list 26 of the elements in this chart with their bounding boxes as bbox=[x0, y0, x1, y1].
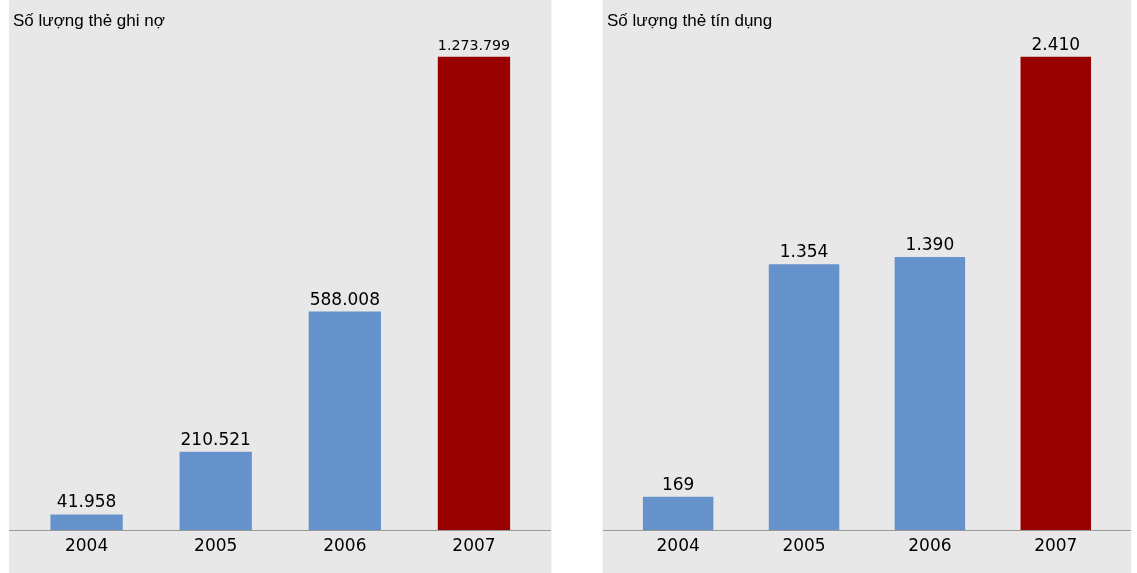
data-label: 169 bbox=[661, 473, 695, 494]
data-label: 588.008 bbox=[309, 288, 380, 309]
bar bbox=[50, 514, 123, 531]
data-label: 41.958 bbox=[56, 491, 117, 512]
bar bbox=[768, 264, 840, 531]
chart-title: Số lượng thẻ tín dụng bbox=[607, 11, 773, 30]
data-label: 1.390 bbox=[905, 234, 955, 255]
x-tick-label: 2004 bbox=[656, 535, 700, 556]
bar bbox=[308, 311, 381, 531]
x-tick-label: 2006 bbox=[323, 535, 367, 556]
bar bbox=[894, 257, 966, 531]
data-label: 2.410 bbox=[1031, 33, 1081, 54]
bar bbox=[179, 451, 252, 531]
x-tick-label: 2007 bbox=[452, 535, 496, 556]
data-label: 1.354 bbox=[779, 241, 829, 262]
data-label: 1.273.799 bbox=[437, 37, 511, 54]
bar bbox=[1020, 56, 1092, 531]
x-tick-label: 2006 bbox=[908, 535, 952, 556]
x-tick-label: 2005 bbox=[782, 535, 826, 556]
x-tick-label: 2007 bbox=[1034, 535, 1078, 556]
bar bbox=[642, 496, 714, 531]
x-tick-label: 2004 bbox=[64, 535, 109, 556]
x-tick-label: 2005 bbox=[194, 535, 238, 556]
chart-title: Số lượng thẻ ghi nợ bbox=[13, 11, 165, 30]
data-label: 210.521 bbox=[180, 428, 251, 449]
bar bbox=[437, 56, 511, 531]
